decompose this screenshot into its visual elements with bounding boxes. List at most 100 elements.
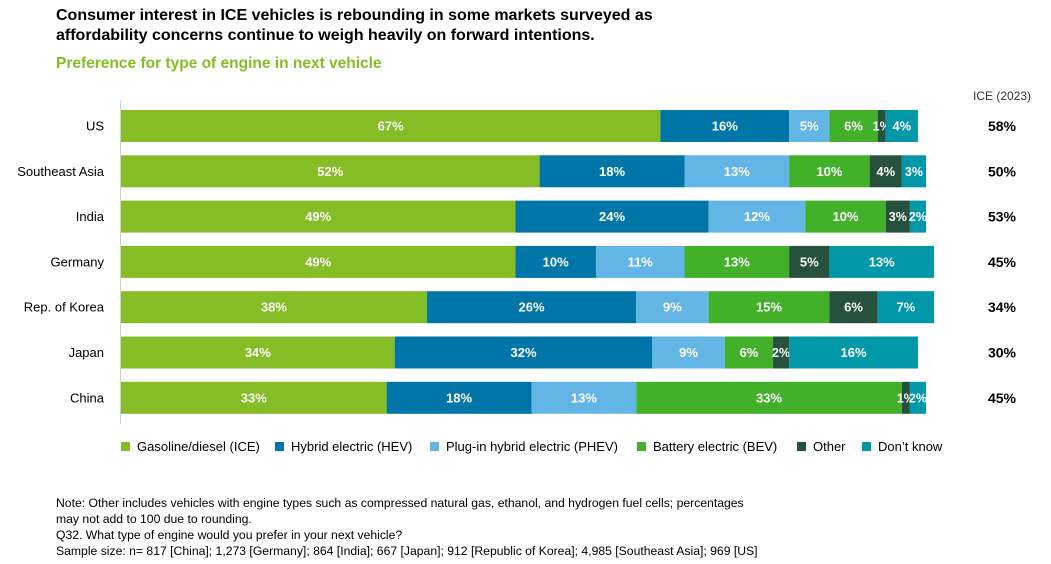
bar-segment [652, 336, 725, 369]
data-label: 18% [599, 164, 625, 179]
data-label: 24% [599, 209, 625, 224]
legend-label: Hybrid electric (HEV) [291, 439, 412, 454]
legend-swatch [797, 442, 806, 451]
data-label: 67% [378, 119, 404, 134]
legend-label: Other [813, 439, 846, 454]
bar-segment [121, 245, 516, 278]
bar-segment [515, 245, 596, 278]
data-label: 32% [510, 345, 536, 360]
chart-notes: Note: Other includes vehicles with engin… [56, 495, 758, 559]
legend-label: Plug-in hybrid electric (PHEV) [446, 439, 618, 454]
data-label: 3% [889, 210, 907, 224]
data-label: 5% [800, 254, 819, 269]
ice-2023-header: ICE (2023) [973, 89, 1031, 103]
data-label: 10% [832, 209, 858, 224]
bar-segment [805, 200, 886, 233]
bar-segment [539, 155, 685, 188]
chart-title-line-2: affordability concerns continue to weigh… [56, 27, 595, 44]
data-label: 6% [844, 119, 863, 134]
data-label: 33% [756, 390, 782, 405]
bar-segment [877, 291, 935, 324]
legend-swatch [637, 442, 646, 451]
bar-segment [595, 245, 685, 278]
data-label: 7% [896, 300, 915, 315]
stacked-bar-chart: ICE (2023)US 67% 16% 5% 6% 1% 4% 58%Southeast A… [17, 89, 1031, 454]
bar-segment [684, 245, 790, 278]
bar-segment [829, 245, 935, 278]
category-label: US [86, 119, 104, 134]
bar-segment [636, 381, 902, 414]
data-label: 49% [305, 254, 331, 269]
bar-segment [901, 381, 910, 414]
data-label: 6% [740, 345, 759, 360]
category-label: India [76, 209, 105, 224]
category-label: Rep. of Korea [24, 300, 105, 315]
category-label: China [70, 390, 105, 405]
data-label: 11% [628, 254, 654, 269]
note-line-2: may not add to 100 due to rounding. [56, 512, 252, 526]
chart-title: Consumer interest in ICE vehicles is reb… [56, 6, 756, 46]
bar-segment [909, 200, 926, 233]
bar-segment [531, 381, 637, 414]
bar-segment [121, 110, 661, 142]
note-line-4: Sample size: n= 817 [China]; 1,273 [Germ… [56, 544, 758, 558]
bar-segment [829, 291, 878, 324]
legend-swatch [862, 442, 871, 451]
bar-segment [885, 200, 910, 233]
bar-segment [660, 110, 790, 142]
data-label: 4% [876, 164, 895, 179]
data-label: 2% [772, 346, 790, 360]
note-line-1: Note: Other includes vehicles with engin… [56, 496, 744, 510]
data-label: 4% [892, 119, 911, 134]
data-label: 18% [446, 390, 472, 405]
bar-segment [789, 245, 830, 278]
data-label: 13% [571, 390, 597, 405]
bar-segment [885, 110, 918, 142]
data-label: 9% [679, 345, 698, 360]
data-label: 16% [712, 119, 738, 134]
bar-segment [394, 336, 653, 369]
data-label: 13% [724, 164, 750, 179]
bar-segment [426, 291, 637, 324]
data-label: 2% [909, 210, 927, 224]
ice-2023-value: 34% [988, 299, 1017, 315]
bar-segment [773, 336, 790, 369]
data-label: 13% [724, 254, 750, 269]
bar-segment [789, 110, 830, 142]
bar-segment [636, 291, 709, 324]
bar-segment [121, 381, 387, 414]
bar-segment [724, 336, 774, 369]
legend-label: Gasoline/diesel (ICE) [137, 439, 260, 454]
bar-segment [708, 291, 830, 324]
data-label: 2% [909, 391, 927, 405]
bar-segment [684, 155, 790, 188]
bar-segment [909, 381, 926, 414]
data-label: 34% [245, 345, 271, 360]
chart-title-line-1: Consumer interest in ICE vehicles is reb… [56, 7, 653, 24]
data-label: 3% [905, 165, 923, 179]
data-label: 49% [305, 209, 331, 224]
chart-subtitle: Preference for type of engine in next ve… [56, 55, 382, 72]
legend-label: Don’t know [878, 439, 943, 454]
data-label: 33% [241, 390, 267, 405]
data-label: 38% [261, 300, 287, 315]
data-label: 5% [800, 119, 819, 134]
ice-2023-value: 50% [988, 163, 1017, 179]
bar-segment [515, 200, 709, 233]
bar-segment [789, 155, 870, 188]
category-label: Germany [51, 254, 105, 269]
ice-2023-value: 45% [988, 254, 1017, 270]
bar-segment [869, 155, 902, 188]
bar-segment [121, 155, 540, 188]
data-label: 52% [317, 164, 343, 179]
bar-segment [386, 381, 532, 414]
legend-swatch [430, 442, 439, 451]
legend-swatch [275, 442, 284, 451]
bar-segment [121, 336, 395, 369]
note-line-3: Q32. What type of engine would you prefe… [56, 528, 403, 542]
bar-segment [901, 155, 926, 188]
bar-segment [708, 200, 806, 233]
legend-swatch [121, 442, 130, 451]
bar-segment [877, 110, 886, 142]
bar-segment [121, 291, 427, 324]
